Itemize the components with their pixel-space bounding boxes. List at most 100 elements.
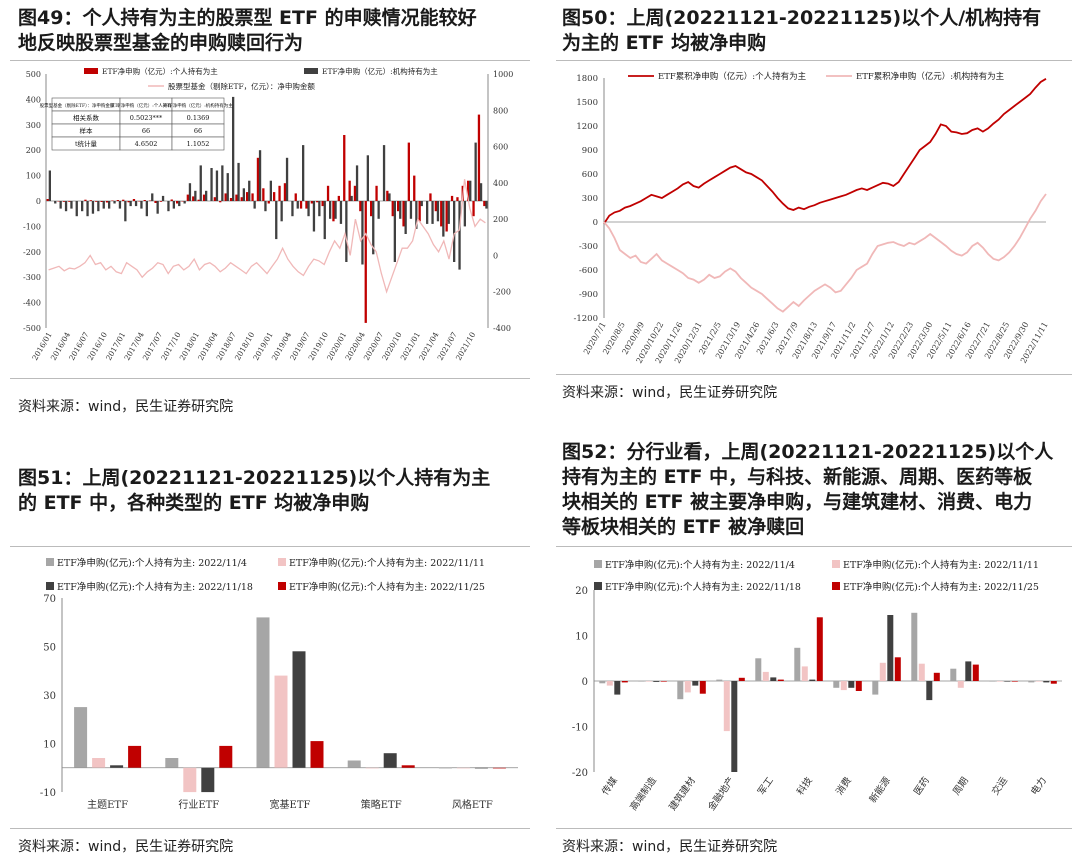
fig49-bar <box>321 201 324 207</box>
fig52-category-label: 传媒 <box>599 774 620 797</box>
fig52-bar <box>879 662 886 681</box>
fig49-bar <box>232 96 235 201</box>
fig49-bar <box>105 201 109 203</box>
fig49-source: 资料来源：wind，民生证券研究院 <box>18 399 234 415</box>
fig49-bar <box>469 180 472 201</box>
fig49-bar <box>75 201 78 217</box>
fig49-bar <box>479 183 483 201</box>
fig52-y-tick: -20 <box>572 768 588 779</box>
fig49-bar <box>226 173 229 201</box>
fig49-bar <box>409 201 413 219</box>
fig50-chart: 1800150012009006003000-300-600-900-12002… <box>573 71 1049 365</box>
fig52-bar <box>809 679 816 681</box>
fig49-bar <box>434 201 437 212</box>
fig52-category-label: 军工 <box>756 775 776 797</box>
fig51-legend-label: ETF净申购(亿元):个人持有为主: 2022/11/18 <box>57 581 253 593</box>
fig49-table-text: t统计量 <box>75 139 98 148</box>
fig49-bar <box>366 155 369 201</box>
fig49-bar <box>283 183 287 201</box>
fig51-bar <box>165 758 179 768</box>
fig49-bar <box>337 195 340 201</box>
fig49-bar <box>246 192 249 201</box>
fig49-bar <box>393 201 396 262</box>
fig49-chart: 5004003002001000-100-200-300-400-5001000… <box>23 66 513 362</box>
fig52-bar <box>989 681 996 682</box>
fig49-bar <box>134 201 138 207</box>
fig52-bar <box>660 681 667 682</box>
fig51-top-rule <box>10 546 530 547</box>
fig49-bar <box>429 193 432 201</box>
fig49-left-tick: -100 <box>23 222 41 231</box>
fig49-bar <box>343 135 346 201</box>
fig49-left-tick: 0 <box>36 197 41 206</box>
fig49-bar <box>100 201 103 202</box>
fig51-bar <box>383 753 397 768</box>
fig52-y-tick: 0 <box>582 677 588 688</box>
fig49-bar <box>397 201 400 212</box>
fig52-category-label: 高端制造 <box>627 774 659 812</box>
fig51-bar <box>292 651 306 768</box>
fig52-chart: 20 10 0 -10 -20 传媒 高端制造 建筑建材 金融地产 军工 科技 消费 新能源 医药 周期 交运… <box>572 559 1062 813</box>
fig49-bar <box>159 201 163 202</box>
fig49-bar <box>382 145 386 201</box>
fig49-bar <box>307 201 310 217</box>
fig52-y-tick: 20 <box>575 586 588 597</box>
fig52-bar <box>621 681 628 683</box>
fig52-bar <box>653 681 660 682</box>
fig51-y-tick: -10 <box>40 788 56 799</box>
fig49-bar <box>399 201 402 219</box>
fig50-line-series <box>603 193 1047 313</box>
fig52-bar <box>972 664 979 681</box>
fig49-bar <box>294 193 297 201</box>
fig52-category-label: 建筑建材 <box>666 774 698 812</box>
fig52-legend-label: ETF净申购(亿元):个人持有为主: 2022/11/4 <box>605 559 795 571</box>
fig49-legend-swatch-institution <box>304 68 318 74</box>
fig49-bar <box>116 200 119 201</box>
fig49-bar <box>143 200 146 201</box>
fig52-bar <box>770 677 777 681</box>
fig49-bar <box>229 198 233 201</box>
fig52-legend-swatch <box>832 582 840 590</box>
fig52-bar <box>872 681 879 695</box>
fig52-bar <box>1004 681 1011 682</box>
fig49-table-text: 66 <box>142 127 150 135</box>
fig51-source: 资料来源：wind，民生证券研究院 <box>18 839 234 855</box>
fig49-bar <box>275 201 278 240</box>
fig52-bar <box>645 681 652 682</box>
fig52-bar <box>996 681 1003 682</box>
fig49-bar <box>54 201 57 204</box>
fig51-bar <box>474 767 488 769</box>
fig51-legend-swatch <box>278 558 286 566</box>
fig51-bar <box>201 767 215 793</box>
fig49-bar <box>199 165 202 201</box>
fig49-left-tick: 500 <box>26 70 41 79</box>
fig52-bar <box>1035 681 1042 682</box>
fig49-right-tick: -200 <box>493 288 511 297</box>
fig52-bar <box>887 615 894 681</box>
fig52-bar <box>957 681 964 688</box>
fig52-bar <box>816 617 823 681</box>
fig49-bar <box>386 190 389 201</box>
fig52-bar <box>723 681 730 732</box>
fig52-bar <box>762 671 769 681</box>
fig49-bar <box>359 201 362 212</box>
fig51-legend-label: ETF净申购(亿元):个人持有为主: 2022/11/25 <box>289 581 485 593</box>
fig52-bar <box>933 672 940 681</box>
fig51-bar <box>256 617 270 768</box>
fig49-bar <box>161 195 165 201</box>
fig52-bar <box>1043 681 1050 683</box>
fig50-legend-personal: ETF累积净申购（亿元）:个人持有为主 <box>658 71 807 82</box>
fig49-bar <box>316 201 319 203</box>
fig49-bar <box>339 201 343 224</box>
fig51-category-label: 宽基ETF <box>270 798 311 811</box>
fig52-bar <box>777 679 784 681</box>
fig49-bar <box>57 201 60 202</box>
fig49-bar <box>450 195 454 201</box>
fig49-line-series <box>48 179 486 294</box>
fig52-legend-swatch <box>832 560 840 568</box>
fig50-line-series <box>603 78 1047 225</box>
fig52-bar <box>1028 681 1035 683</box>
fig50-y-tick: 0 <box>593 218 598 228</box>
fig49-bar <box>102 201 105 209</box>
fig50-y-tick: -300 <box>579 242 598 252</box>
